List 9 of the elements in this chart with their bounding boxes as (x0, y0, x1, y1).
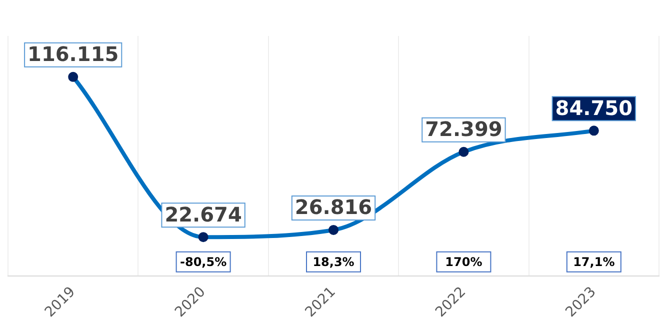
data-label: 22.674 (164, 202, 242, 226)
data-label: 72.399 (425, 117, 502, 142)
text: 18,3% (312, 255, 354, 270)
text: -80,5% (180, 255, 227, 270)
data-label: 116.115 (28, 42, 119, 66)
data-label: 26.816 (294, 195, 372, 220)
data-label: 84.750 (555, 96, 632, 120)
text: 170% (445, 255, 482, 270)
text: 17,1% (573, 255, 615, 270)
